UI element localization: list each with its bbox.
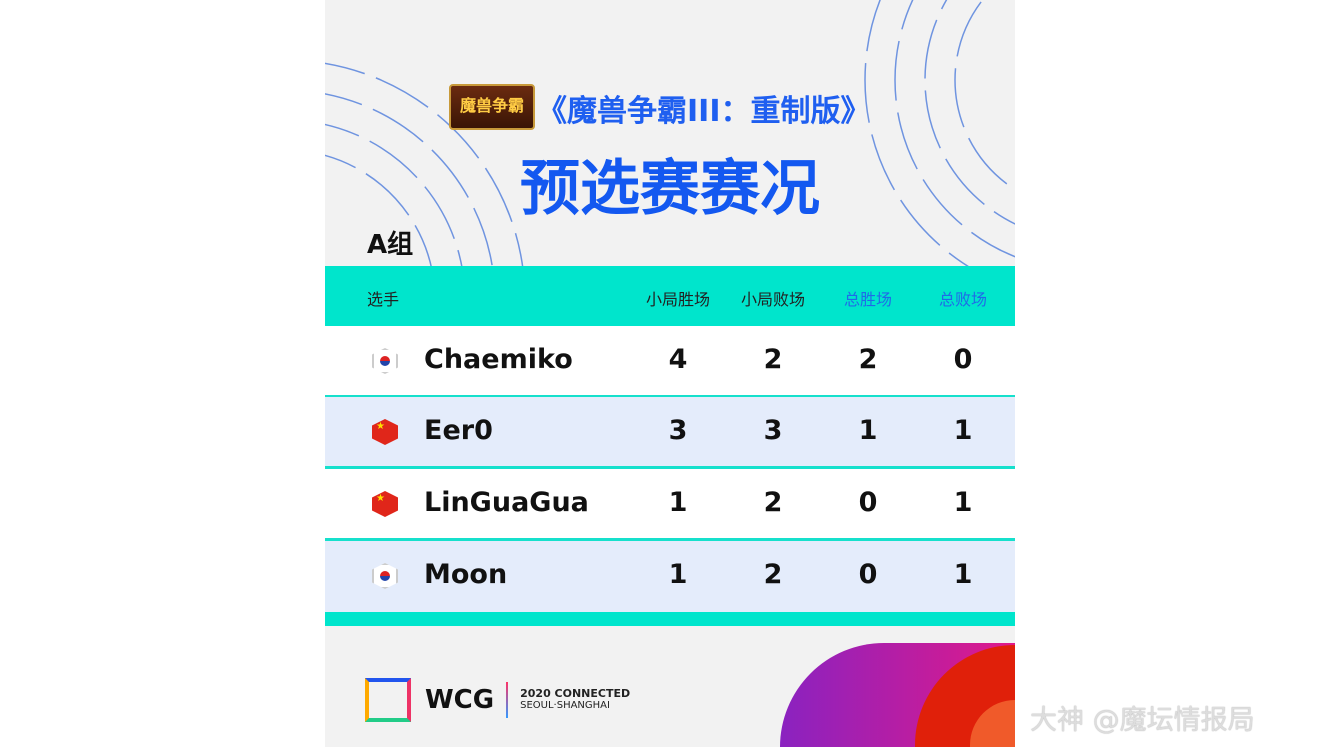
- total-losses: 1: [953, 559, 973, 590]
- warcraft-logo: 魔兽争霸: [449, 84, 535, 130]
- watermark: 大神 @魔坛情报局: [1030, 705, 1255, 736]
- wcg-tagline: 2020 CONNECTED SEOUL·SHANGHAI: [520, 688, 630, 712]
- total-losses: 1: [953, 415, 973, 446]
- table-row: Chaemiko 4 2 2 0: [325, 326, 1015, 398]
- total-wins: 2: [858, 344, 878, 375]
- korea-flag-icon: [372, 348, 398, 374]
- group-label: A组: [367, 230, 414, 260]
- game-wins: 4: [668, 344, 688, 375]
- game-wins: 1: [668, 487, 688, 518]
- total-wins: 0: [858, 487, 878, 518]
- col-total-wins: 总胜场: [843, 290, 893, 309]
- game-losses: 3: [763, 415, 783, 446]
- player-name: Moon: [424, 559, 508, 590]
- decorative-arcs: [325, 0, 1015, 270]
- table-header: 选手 小局胜场 小局败场 总胜场 总败场: [325, 266, 1015, 326]
- game-title: 《魔兽争霸III：重制版》: [537, 94, 871, 129]
- korea-flag-icon: [372, 563, 398, 589]
- col-game-losses: 小局败场: [740, 290, 806, 309]
- col-player: 选手: [367, 290, 400, 309]
- game-losses: 2: [763, 344, 783, 375]
- wcg-logo: WCG 2020 CONNECTED SEOUL·SHANGHAI: [365, 678, 630, 722]
- tagline-line1: 2020 CONNECTED: [520, 687, 631, 700]
- game-wins: 1: [668, 559, 688, 590]
- tagline-line2: SEOUL·SHANGHAI: [520, 700, 610, 711]
- table-row: Eer0 3 3 1 1: [325, 397, 1015, 469]
- wcg-brand: WCG: [425, 685, 495, 715]
- tournament-standings-image: 魔兽争霸 《魔兽争霸III：重制版》 预选赛赛况 A组 选手 小局胜场 小局败场…: [325, 0, 1015, 747]
- game-losses: 2: [763, 487, 783, 518]
- total-losses: 1: [953, 487, 973, 518]
- page-title: 预选赛赛况: [520, 154, 820, 224]
- player-name: Eer0: [424, 415, 493, 446]
- total-wins: 1: [858, 415, 878, 446]
- total-wins: 0: [858, 559, 878, 590]
- china-flag-icon: [372, 419, 398, 445]
- china-flag-icon: [372, 491, 398, 517]
- divider: [506, 682, 509, 718]
- wcg-mark-icon: [365, 678, 411, 722]
- player-name: Chaemiko: [424, 344, 573, 375]
- table-row: Moon 1 2 0 1: [325, 541, 1015, 613]
- col-game-wins: 小局胜场: [645, 290, 711, 309]
- player-name: LinGuaGua: [424, 487, 589, 518]
- table-footer-bar: [325, 612, 1015, 626]
- game-losses: 2: [763, 559, 783, 590]
- table-row: LinGuaGua 1 2 0 1: [325, 469, 1015, 541]
- game-wins: 3: [668, 415, 688, 446]
- total-losses: 0: [953, 344, 973, 375]
- col-total-losses: 总败场: [938, 290, 988, 309]
